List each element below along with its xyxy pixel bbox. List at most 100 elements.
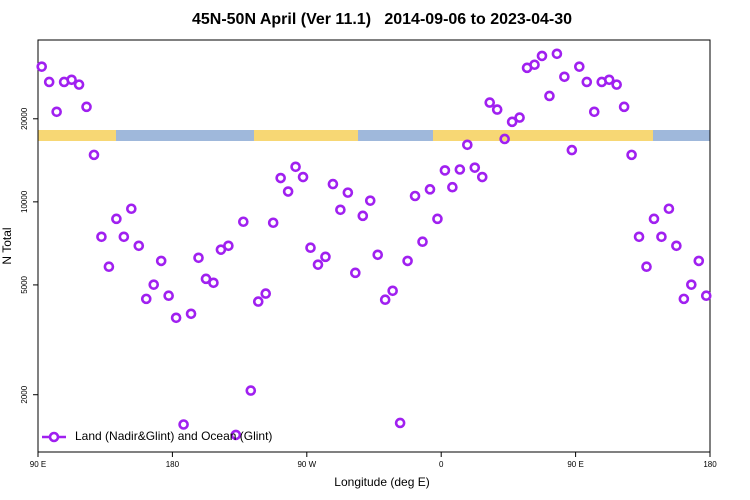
y-tick-label: 2000 xyxy=(20,385,29,403)
point xyxy=(88,149,100,161)
y-axis-label: N Total xyxy=(0,227,14,264)
point xyxy=(148,279,160,290)
point xyxy=(364,195,376,206)
point xyxy=(312,259,324,270)
point xyxy=(618,101,630,113)
point xyxy=(611,79,622,90)
y-tick-label: 5000 xyxy=(20,275,29,293)
y-tick-label: 10000 xyxy=(20,190,29,213)
point xyxy=(574,61,585,72)
point xyxy=(66,74,77,86)
x-tick-label: 90 E xyxy=(30,460,46,469)
point xyxy=(230,429,242,441)
point xyxy=(514,112,525,123)
point xyxy=(551,48,563,60)
point xyxy=(447,181,458,193)
point xyxy=(402,255,413,267)
point xyxy=(409,190,421,202)
point xyxy=(432,213,443,225)
point xyxy=(499,133,510,145)
chart-title: 45N-50N April (Ver 11.1) 2014-09-06 to 2… xyxy=(192,11,572,28)
point xyxy=(484,97,496,108)
point xyxy=(566,144,578,156)
point xyxy=(439,165,451,176)
point xyxy=(633,231,645,243)
point xyxy=(208,277,219,289)
x-tick-label: 90 W xyxy=(297,460,316,469)
point xyxy=(394,417,406,429)
point xyxy=(663,203,675,215)
ocean-strip xyxy=(358,130,433,141)
legend-label: Land (Nadir&Glint) and Ocean (Glint) xyxy=(75,429,272,443)
point xyxy=(320,251,331,263)
x-axis-label: Longitude (deg E) xyxy=(334,475,429,489)
point xyxy=(297,171,309,183)
point xyxy=(387,285,398,297)
point xyxy=(103,261,115,273)
x-tick-label: 180 xyxy=(703,460,717,469)
point xyxy=(350,267,361,279)
point xyxy=(641,261,652,273)
point xyxy=(462,139,473,151)
ocean-strip xyxy=(116,130,254,141)
point xyxy=(126,203,137,215)
point xyxy=(140,293,152,305)
point xyxy=(36,61,48,72)
point xyxy=(626,149,637,161)
point xyxy=(603,74,615,86)
land-strip xyxy=(254,130,358,141)
land-strip xyxy=(38,130,116,141)
point xyxy=(193,252,204,264)
point xyxy=(118,231,130,243)
point xyxy=(417,236,428,248)
land-mask xyxy=(38,130,710,141)
point xyxy=(656,231,667,243)
point xyxy=(178,419,189,430)
point xyxy=(185,308,197,320)
point xyxy=(491,104,503,115)
ocean-strip xyxy=(653,130,710,141)
point xyxy=(73,79,85,90)
point xyxy=(588,106,600,118)
legend-marker xyxy=(48,431,60,443)
point xyxy=(648,213,660,225)
point xyxy=(469,162,481,173)
x-tick-label: 90 E xyxy=(567,460,583,469)
point xyxy=(267,217,279,229)
point xyxy=(260,288,272,299)
point xyxy=(342,187,354,198)
point xyxy=(678,293,690,305)
point xyxy=(700,290,712,301)
point xyxy=(335,204,346,216)
point xyxy=(252,296,264,307)
land-strip xyxy=(433,130,653,141)
point xyxy=(282,186,294,197)
point xyxy=(476,171,488,183)
point xyxy=(544,90,555,102)
point xyxy=(372,249,384,261)
point xyxy=(305,242,316,254)
x-tick-label: 0 xyxy=(439,460,444,469)
y-tick-label: 20000 xyxy=(20,107,29,130)
point xyxy=(327,178,339,190)
point xyxy=(43,76,55,88)
point xyxy=(693,255,705,267)
point xyxy=(581,76,593,88)
point xyxy=(529,59,540,71)
point xyxy=(163,290,174,301)
point xyxy=(155,255,167,267)
point xyxy=(223,240,234,252)
point xyxy=(357,210,369,222)
point xyxy=(506,116,518,128)
point xyxy=(96,231,107,243)
point xyxy=(424,184,436,195)
point xyxy=(671,240,682,252)
point xyxy=(290,161,301,173)
point xyxy=(170,312,182,324)
point xyxy=(686,279,697,290)
point xyxy=(379,294,391,305)
point xyxy=(559,71,570,83)
point xyxy=(133,240,145,252)
point xyxy=(81,101,92,113)
